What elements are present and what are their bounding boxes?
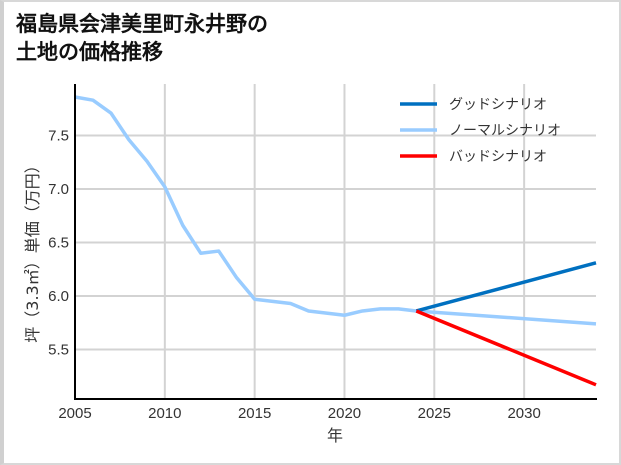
x-tick: 2005 (58, 405, 91, 422)
y-tick-labels: 5.5 6.0 6.5 7.0 7.5 (48, 128, 69, 359)
series-line (415, 261, 597, 313)
x-tick: 2020 (328, 405, 361, 422)
x-tick: 2030 (507, 405, 540, 422)
legend-label: バッドシナリオ (449, 149, 547, 165)
y-tick: 7.0 (48, 181, 69, 198)
title-line-2: 土地の価格推移 (16, 40, 163, 64)
y-tick: 7.5 (48, 128, 69, 145)
y-tick: 6.5 (48, 235, 69, 252)
x-tick: 2025 (418, 405, 451, 422)
legend-label: グッドシナリオ (449, 97, 547, 113)
legend-label: ノーマルシナリオ (449, 123, 561, 139)
series-line (74, 95, 597, 326)
x-tick-labels: 2005 2010 2015 2020 2025 2030 (58, 405, 541, 422)
x-tick: 2015 (238, 405, 271, 422)
y-axis-label: 坪（3.3㎡）単価（万円） (23, 157, 42, 342)
title-line-1: 福島県会津美里町永井野の (16, 12, 268, 36)
series-lines (74, 95, 597, 387)
chart-title: 福島県会津美里町永井野の 土地の価格推移 (16, 10, 268, 66)
y-tick: 6.0 (48, 288, 69, 305)
series-line (415, 309, 597, 387)
y-tick: 5.5 (48, 342, 69, 359)
x-tick: 2010 (148, 405, 181, 422)
x-axis-label: 年 (327, 426, 343, 445)
